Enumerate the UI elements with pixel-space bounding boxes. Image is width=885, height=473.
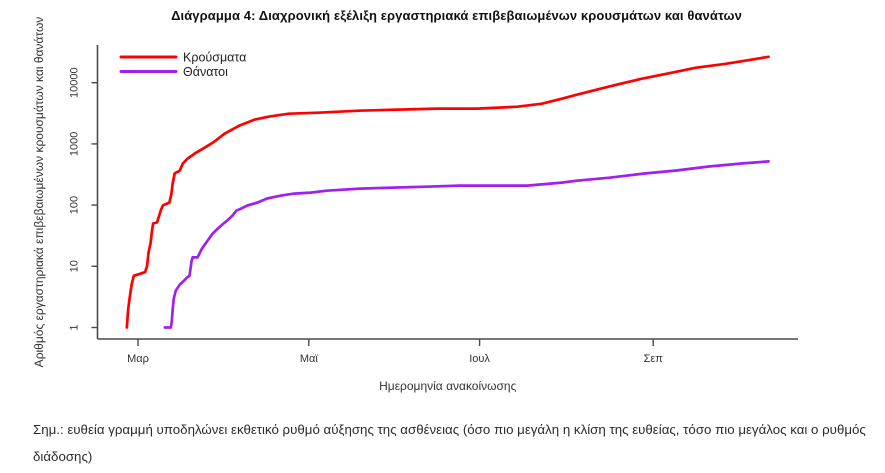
y-axis-title: Αριθμός εργαστηριακά επιβεβαιωμένων κρου… <box>32 17 46 368</box>
y-tick-label: 100 <box>69 196 81 214</box>
cases-deaths-log-line-chart: 1 10 100 1000 10000 Μαρ Μαϊ Ιουλ Σεπ Αριθμός εργα… <box>32 17 798 393</box>
x-tick-label: Μαϊ <box>300 353 319 365</box>
chart-footnote: Σημ.: ευθεία γραμμή υποδηλώνει εκθετικό … <box>33 422 866 464</box>
x-tick-label: Σεπ <box>644 353 664 365</box>
x-tick-label: Μαρ <box>127 353 149 365</box>
x-tick-label: Ιουλ <box>469 353 490 365</box>
y-tick-label: 10000 <box>69 67 81 98</box>
y-tick-label: 1000 <box>69 132 81 156</box>
legend-label: Κρούσματα <box>183 51 246 65</box>
legend-label: Θάνατοι <box>183 65 228 79</box>
cases-series-line <box>125 55 770 329</box>
chart-title: Διάγραμμα 4: Διαχρονική εξέλιξη εργαστηρ… <box>171 8 742 23</box>
x-axis-title: Ημερομηνία ανακοίνωσης <box>379 379 516 393</box>
deaths-series-line <box>163 160 770 329</box>
y-tick-label: 1 <box>69 324 81 330</box>
y-tick-label: 10 <box>69 260 81 272</box>
